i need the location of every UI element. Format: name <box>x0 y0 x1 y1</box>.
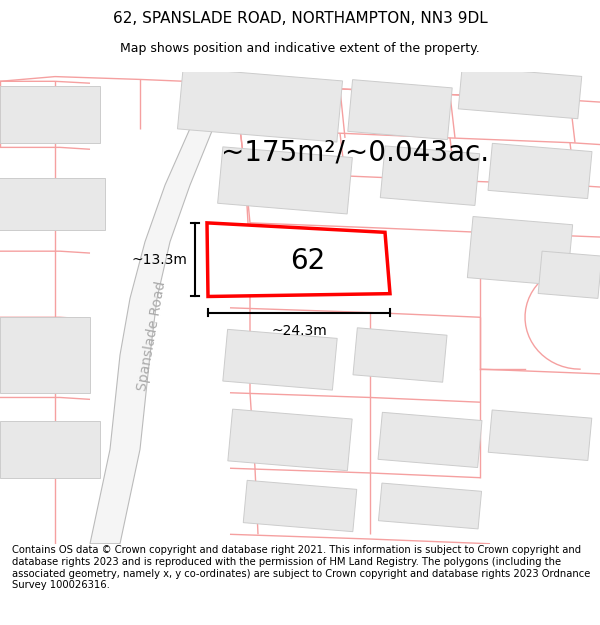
Polygon shape <box>458 66 582 119</box>
Polygon shape <box>243 481 357 532</box>
Polygon shape <box>348 79 452 139</box>
Text: Spanslade Road: Spanslade Road <box>136 280 169 392</box>
Polygon shape <box>488 410 592 461</box>
Polygon shape <box>380 146 480 206</box>
Polygon shape <box>218 147 352 214</box>
Polygon shape <box>0 421 100 478</box>
Text: 62, SPANSLADE ROAD, NORTHAMPTON, NN3 9DL: 62, SPANSLADE ROAD, NORTHAMPTON, NN3 9DL <box>113 11 487 26</box>
Text: Contains OS data © Crown copyright and database right 2021. This information is : Contains OS data © Crown copyright and d… <box>12 545 590 590</box>
Text: ~13.3m: ~13.3m <box>131 253 187 267</box>
Polygon shape <box>90 72 228 544</box>
Polygon shape <box>178 68 343 142</box>
Text: ~24.3m: ~24.3m <box>271 324 327 338</box>
Polygon shape <box>538 251 600 298</box>
Polygon shape <box>207 223 390 296</box>
Polygon shape <box>488 143 592 199</box>
Polygon shape <box>379 483 482 529</box>
Polygon shape <box>353 328 447 382</box>
Text: ~175m²/~0.043ac.: ~175m²/~0.043ac. <box>221 138 489 166</box>
Polygon shape <box>0 178 105 230</box>
Polygon shape <box>378 412 482 468</box>
Polygon shape <box>467 216 572 286</box>
Polygon shape <box>0 86 100 142</box>
Polygon shape <box>223 329 337 390</box>
Text: Map shows position and indicative extent of the property.: Map shows position and indicative extent… <box>120 42 480 54</box>
Text: 62: 62 <box>290 248 325 276</box>
Polygon shape <box>228 409 352 471</box>
Polygon shape <box>0 318 90 392</box>
